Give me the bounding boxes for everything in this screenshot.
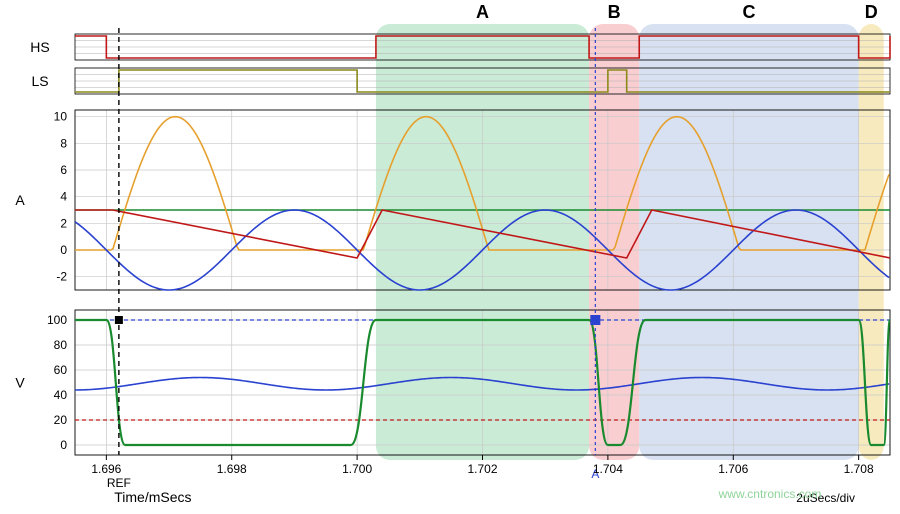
current-ytick: 0 xyxy=(60,243,67,257)
xtick: 1.700 xyxy=(342,462,372,476)
region-label-b: B xyxy=(608,2,621,22)
current-ytick: 10 xyxy=(54,110,68,124)
voltage-ytick: 40 xyxy=(54,388,68,402)
voltage-axis-label: V xyxy=(15,375,25,391)
xtick: 1.708 xyxy=(844,462,874,476)
watermark: www.cntronics.com xyxy=(718,487,822,501)
region-label-d: D xyxy=(865,2,878,22)
voltage-ytick: 60 xyxy=(54,363,68,377)
ref-marker xyxy=(115,316,123,324)
region-c xyxy=(639,24,858,460)
current-ytick: 2 xyxy=(60,216,67,230)
xtick: 1.704 xyxy=(593,462,623,476)
ls-label: LS xyxy=(31,73,48,89)
hs-label: HS xyxy=(30,39,49,55)
xaxis-title-svg: Time/mSecs xyxy=(114,489,191,505)
region-label-c: C xyxy=(742,2,755,22)
ref-text: REF xyxy=(107,476,131,490)
xtick: 1.702 xyxy=(467,462,497,476)
xtick: 1.706 xyxy=(718,462,748,476)
current-ytick: -2 xyxy=(56,270,67,284)
current-axis-label: A xyxy=(15,192,25,208)
voltage-ytick: 100 xyxy=(47,313,67,327)
region-label-a: A xyxy=(476,2,489,22)
current-ytick: 6 xyxy=(60,163,67,177)
xtick: 1.696 xyxy=(91,462,121,476)
xtick: 1.698 xyxy=(217,462,247,476)
voltage-ytick: 80 xyxy=(54,338,68,352)
cursor-a-marker xyxy=(590,315,600,325)
voltage-ytick: 20 xyxy=(54,413,68,427)
current-ytick: 8 xyxy=(60,136,67,150)
current-ytick: 4 xyxy=(60,190,67,204)
voltage-ytick: 0 xyxy=(60,438,67,452)
region-d xyxy=(859,24,884,460)
